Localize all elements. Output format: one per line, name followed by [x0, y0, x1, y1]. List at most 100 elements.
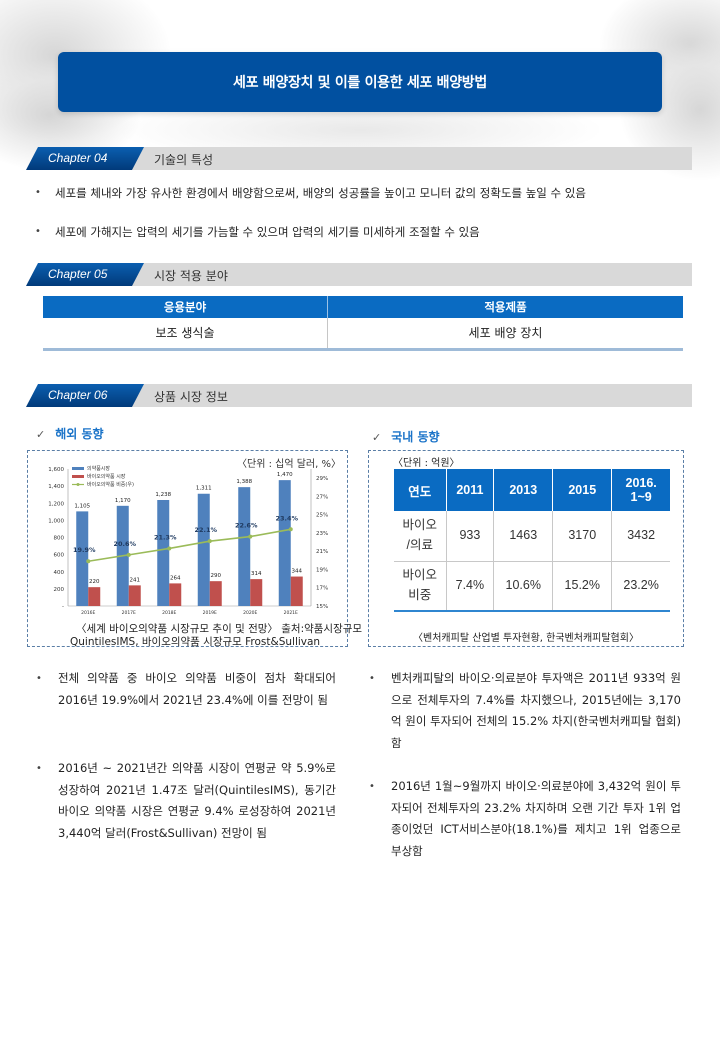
document-title-bar: 세포 배양장치 및 이를 이용한 세포 배양방법: [58, 52, 662, 112]
bullet-icon: •: [369, 673, 375, 684]
share-value-label: 19.9%: [73, 546, 96, 554]
market-size-chart: - 200 400 600 800 1,000 1,200 1,400 1,600 15% 17% 1…: [48, 465, 328, 616]
paragraph-text: 2016년 ~ 2021년간 의약품 시장이 연평균 약 5.9%로 성장하여 …: [58, 761, 336, 840]
check-icon: ✓: [372, 431, 382, 444]
chapter-tag: Chapter 04: [26, 147, 144, 170]
chart-unit-label: 〈단위 : 십억 달러, %〉: [237, 459, 341, 470]
chapter-05-header: Chapter 05 시장 적용 분야: [26, 263, 692, 286]
overseas-chart-panel: 〈단위 : 십억 달러, %〉 - 200 400 600 800 1,000 1,200 1…: [27, 450, 362, 648]
table-cell: 933: [446, 511, 495, 562]
y-left-tick: 400: [54, 570, 65, 576]
column-header: 2011: [446, 469, 495, 511]
table-cell: 15.2%: [552, 561, 613, 612]
bullet-icon: •: [36, 763, 42, 774]
table-header-row: 연도 2011 2013 2015 2016. 1~9: [394, 469, 670, 511]
bar-pharma-market: [278, 480, 291, 606]
overseas-trends-heading: ✓ 해외 동향: [36, 425, 104, 442]
table-row: 보조 생식술 세포 배양 장치: [43, 318, 683, 351]
chapter-number: Chapter 05: [48, 267, 108, 281]
table-cell: 7.4%: [446, 561, 495, 612]
share-point: [248, 534, 253, 539]
bar-pharma-market: [76, 511, 89, 606]
y-left-tick: 1,200: [48, 501, 64, 507]
x-tick-label: 2017E: [122, 610, 136, 616]
chapter-header-background: [131, 384, 692, 407]
bar-bio-market: [88, 587, 101, 606]
y-left-tick: 600: [54, 553, 65, 559]
subheading-text: 국내 동향: [391, 430, 440, 444]
bullet-icon: •: [35, 187, 41, 198]
table-cell: 3432: [611, 511, 670, 562]
x-tick-label: 2016E: [81, 610, 95, 616]
table-row: 바이오/의료 933 1463 3170 3432: [394, 511, 670, 562]
bar-bio-market: [250, 579, 263, 606]
bar-value-label: 220: [89, 579, 100, 585]
bar-value-label: 1,388: [236, 479, 252, 485]
y-right-tick: 29%: [316, 476, 328, 482]
bar-value-label: 344: [292, 569, 303, 575]
column-header-year: 연도: [394, 469, 447, 511]
bar-pharma-market: [197, 493, 210, 606]
y-right-tick: 27%: [316, 494, 328, 500]
chapter-06-header: Chapter 06 상품 시장 정보: [26, 384, 692, 407]
column-header-product: 적용제품: [327, 296, 683, 318]
y-left-tick: 1,400: [48, 484, 64, 490]
bar-pharma-market: [157, 499, 170, 606]
bullet-icon: •: [35, 226, 41, 237]
x-tick-label: 2018E: [162, 610, 176, 616]
column-header: 2015: [552, 469, 613, 511]
row-label: 바이오 비중: [394, 561, 447, 612]
share-point: [207, 539, 212, 544]
table-cell: 23.2%: [611, 561, 670, 612]
bar-value-label: 1,311: [196, 486, 212, 492]
applications-table: 응용분야 적용제품 보조 생식술 세포 배양 장치: [43, 296, 683, 351]
chapter-header-background: [131, 147, 692, 170]
row-label: 바이오/의료: [394, 511, 447, 562]
table-cell: 1463: [493, 511, 554, 562]
share-point: [167, 546, 172, 551]
share-value-label: 23.4%: [275, 514, 298, 522]
y-right-tick: 15%: [316, 604, 328, 610]
legend-label: 의약품시장: [87, 465, 110, 472]
bar-bio-market: [290, 576, 303, 606]
table-header-row: 응용분야 적용제품: [43, 296, 683, 318]
y-left-tick: 1,000: [48, 518, 64, 524]
bullet-icon: •: [369, 781, 375, 792]
share-point: [126, 552, 131, 557]
bar-value-label: 264: [170, 575, 181, 581]
y-right-tick: 23%: [316, 531, 328, 537]
table-cell: 세포 배양 장치: [327, 318, 683, 351]
bar-pharma-market: [238, 487, 251, 606]
column-header: 2013: [493, 469, 554, 511]
column-header-field: 응용분야: [43, 296, 328, 318]
table-cell: 보조 생식술: [43, 318, 328, 351]
chart-source: QuintilesIMS, 바이오의약품 시장규모 Frost&Sullivan: [70, 636, 321, 648]
share-point: [288, 527, 293, 532]
bar-value-label: 241: [130, 577, 141, 583]
column-header: 2016. 1~9: [611, 469, 670, 511]
chapter-tag: Chapter 05: [26, 263, 144, 286]
chapter-number: Chapter 06: [48, 388, 108, 402]
legend-label: 바이오의약품 시장: [87, 473, 126, 480]
bullet-icon: •: [36, 673, 42, 684]
y-right-tick: 21%: [316, 549, 328, 555]
document-title: 세포 배양장치 및 이를 이용한 세포 배양방법: [233, 75, 487, 91]
bar-bio-market: [209, 581, 222, 606]
legend-swatch-pharma: [72, 467, 84, 470]
chapter-04-header: Chapter 04 기술의 특성: [26, 147, 692, 170]
bar-value-label: 290: [211, 573, 222, 579]
paragraph-text: 2016년 1월~9월까지 바이오·의료분야에 3,432억 원이 투자되어 전…: [391, 779, 681, 858]
y-left-tick: -: [62, 604, 64, 610]
x-tick-label: 2021E: [284, 610, 298, 616]
bar-value-label: 1,470: [277, 472, 293, 478]
share-value-label: 21.3%: [154, 533, 177, 541]
y-left-tick: 200: [54, 587, 65, 593]
chapter-header-background: [131, 263, 692, 286]
bar-bio-market: [128, 585, 141, 606]
table-cell: 10.6%: [493, 561, 554, 612]
paragraph-text: 전체 의약품 중 바이오 의약품 비중이 점차 확대되어 2016년 19.9%…: [58, 671, 336, 707]
y-left-tick: 800: [54, 536, 65, 542]
legend-swatch-bio: [72, 475, 84, 478]
legend-marker: [76, 483, 80, 486]
chapter-title: 상품 시장 정보: [154, 390, 228, 404]
